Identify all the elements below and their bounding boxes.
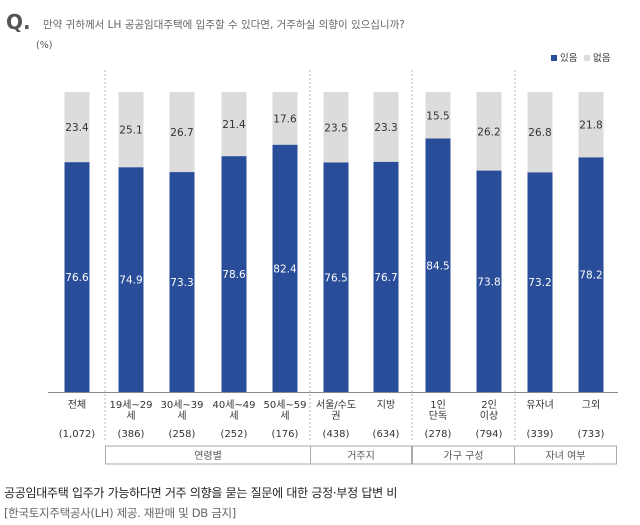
bar-segment-yes xyxy=(373,161,399,392)
group-label: 연령별 xyxy=(194,450,222,462)
bar-segment-no xyxy=(118,92,144,168)
chart-title: 만약 귀하께서 LH 공공임대주택에 입주할 수 있다면, 거주하실 의향이 있… xyxy=(43,18,405,31)
data-label-no: 15.5 xyxy=(426,110,449,122)
bar-segment-no xyxy=(425,92,451,139)
category-label: 1인 단독 xyxy=(429,399,447,422)
bar-segment-no xyxy=(221,92,247,157)
group-label: 가구 구성 xyxy=(444,450,484,462)
sample-size-label: (386) xyxy=(118,429,145,440)
category-label: 전체 xyxy=(68,399,86,411)
data-label-yes: 73.2 xyxy=(528,277,551,289)
bar-segment-yes xyxy=(425,138,451,392)
data-label-no: 26.7 xyxy=(170,127,193,139)
sample-size-label: (258) xyxy=(169,429,196,440)
data-label-yes: 76.7 xyxy=(374,272,397,284)
category-label: 지방 xyxy=(377,399,395,411)
data-label-yes: 73.3 xyxy=(170,277,193,289)
data-label-yes: 76.6 xyxy=(65,272,89,284)
data-label-yes: 76.5 xyxy=(324,272,347,284)
bar-segment-no xyxy=(373,92,399,162)
bar-segment-no xyxy=(64,92,90,163)
data-label-no: 26.8 xyxy=(528,127,551,139)
data-label-yes: 78.2 xyxy=(579,270,602,282)
sample-size-label: (339) xyxy=(527,429,554,440)
group-box xyxy=(514,445,617,465)
sample-size-label: (794) xyxy=(476,429,503,440)
data-label-no: 23.4 xyxy=(65,122,89,134)
unit-label: (%) xyxy=(36,40,52,51)
bar-segment-yes xyxy=(527,172,553,392)
bar-segment-no xyxy=(323,92,349,163)
bar-segment-yes xyxy=(118,167,144,392)
legend-swatch-yes xyxy=(551,55,557,61)
group-label: 자녀 여부 xyxy=(546,450,586,462)
sample-size-label: (733) xyxy=(578,429,605,440)
data-label-yes: 78.6 xyxy=(222,269,246,281)
data-label-yes: 82.4 xyxy=(273,263,297,275)
category-label: 그외 xyxy=(582,399,600,411)
category-label: 50세~59 세 xyxy=(263,399,306,422)
bar-segment-no xyxy=(578,92,604,158)
data-label-yes: 84.5 xyxy=(426,260,449,272)
category-label: 서울/수도 권 xyxy=(316,399,356,422)
sample-size-label: (278) xyxy=(425,429,452,440)
category-label: 2인 이상 xyxy=(480,399,498,422)
data-label-no: 23.5 xyxy=(324,122,347,134)
bar-segment-no xyxy=(272,92,298,145)
bar-segment-no xyxy=(476,92,502,171)
bar-segment-yes xyxy=(169,172,195,392)
data-label-no: 23.3 xyxy=(374,122,397,134)
legend: 있음 없음 xyxy=(551,52,611,64)
photo-credit: [한국토지주택공사(LH) 제공. 재판매 및 DB 금지] xyxy=(4,506,236,520)
data-label-yes: 73.8 xyxy=(477,276,500,288)
sample-size-label: (1,072) xyxy=(59,429,96,440)
bar-segment-yes xyxy=(221,156,247,392)
category-label: 40세~49 세 xyxy=(212,399,255,422)
group-label: 거주지 xyxy=(347,450,375,462)
bar-segment-yes xyxy=(323,162,349,392)
bar-segment-yes xyxy=(64,162,90,392)
group-box xyxy=(310,445,412,465)
data-label-no: 17.6 xyxy=(273,113,297,125)
bar-segment-yes xyxy=(476,170,502,392)
category-label: 19세~29 세 xyxy=(109,399,152,422)
figure-caption: 공공임대주택 입주가 가능하다면 거주 의향을 묻는 질문에 대한 긍정·부정 … xyxy=(4,486,398,500)
data-label-no: 21.8 xyxy=(579,120,602,132)
data-label-no: 26.2 xyxy=(477,126,500,138)
data-label-no: 21.4 xyxy=(222,119,246,131)
sample-size-label: (634) xyxy=(373,429,400,440)
data-label-no: 25.1 xyxy=(119,125,142,137)
question-marker: Q. xyxy=(6,10,31,34)
sample-size-label: (176) xyxy=(272,429,299,440)
category-label: 30세~39 세 xyxy=(160,399,203,422)
category-label: 유자녀 xyxy=(526,399,554,411)
legend-label-yes: 있음 xyxy=(560,52,578,64)
bar-segment-yes xyxy=(272,144,298,392)
bar-segment-no xyxy=(527,92,553,173)
sample-size-label: (438) xyxy=(323,429,350,440)
bar-segment-yes xyxy=(578,157,604,392)
bar-segment-no xyxy=(169,92,195,173)
data-label-yes: 74.9 xyxy=(119,275,142,287)
legend-swatch-no xyxy=(584,55,590,61)
sample-size-label: (252) xyxy=(221,429,248,440)
stacked-bar-chart: Q. 만약 귀하께서 LH 공공임대주택에 입주할 수 있다면, 거주하실 의향… xyxy=(6,10,618,465)
legend-label-no: 없음 xyxy=(593,52,611,64)
